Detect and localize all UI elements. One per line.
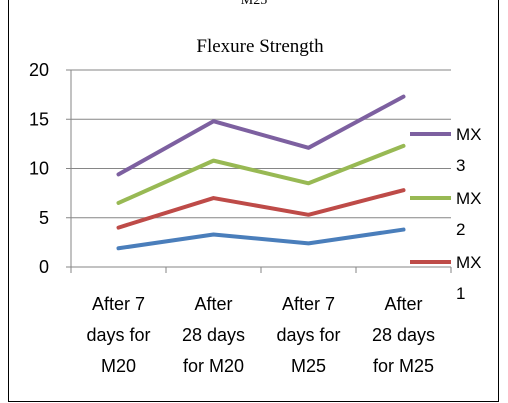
x-tick-label-line: 28 days xyxy=(182,325,245,345)
x-tick-label-line: days for xyxy=(276,325,340,345)
legend: MX 3 MX 2 MX 1 xyxy=(410,125,482,303)
x-tick-label-line: days for xyxy=(86,325,150,345)
series-line-2 xyxy=(116,143,406,205)
x-tick-label-line: M20 xyxy=(101,356,136,376)
y-tick-label-10: 10 xyxy=(29,159,49,179)
chart-title: Flexure Strength xyxy=(196,36,324,57)
series-line-3 xyxy=(116,94,406,177)
series-line-0 xyxy=(116,227,406,251)
x-tick-label-line: After xyxy=(194,294,232,314)
x-tick-label-0: After 7 days for M20 xyxy=(86,294,150,376)
x-tick-label-3: After 28 days for M25 xyxy=(372,294,435,376)
x-tick-label-line: 28 days xyxy=(372,325,435,345)
series-line-1 xyxy=(116,188,406,230)
x-tick-label-line: for M25 xyxy=(373,356,434,376)
axes xyxy=(66,69,452,273)
x-tick-label-line: After 7 xyxy=(92,294,145,314)
y-tick-labels: 0 5 10 15 20 xyxy=(29,60,49,277)
x-tick-label-line: for M20 xyxy=(183,356,244,376)
legend-entry-2: MX 1 xyxy=(410,253,482,303)
gridlines xyxy=(71,69,451,219)
y-tick-label-15: 15 xyxy=(29,109,49,129)
x-tick-label-line: After 7 xyxy=(282,294,335,314)
y-tick-label-20: 20 xyxy=(29,60,49,80)
legend-label-line: 1 xyxy=(456,284,465,303)
legend-label-line: MX xyxy=(456,189,482,208)
legend-label-line: 3 xyxy=(456,156,465,175)
chart-border xyxy=(8,0,499,402)
x-tick-label-line: M25 xyxy=(291,356,326,376)
x-tick-label-2: After 7 days for M25 xyxy=(276,294,340,376)
x-tick-label-1: After 28 days for M20 xyxy=(182,294,245,376)
legend-label-line: MX xyxy=(456,253,482,272)
y-tick-label-5: 5 xyxy=(39,208,49,228)
legend-entry-1: MX 2 xyxy=(410,189,482,239)
x-tick-label-line: After xyxy=(384,294,422,314)
legend-entry-0: MX 3 xyxy=(410,125,482,175)
series-lines xyxy=(116,94,406,251)
legend-label-line: MX xyxy=(456,125,482,144)
y-tick-label-0: 0 xyxy=(39,257,49,277)
top-cut-label: M25 xyxy=(240,0,268,8)
legend-label-line: 2 xyxy=(456,220,465,239)
